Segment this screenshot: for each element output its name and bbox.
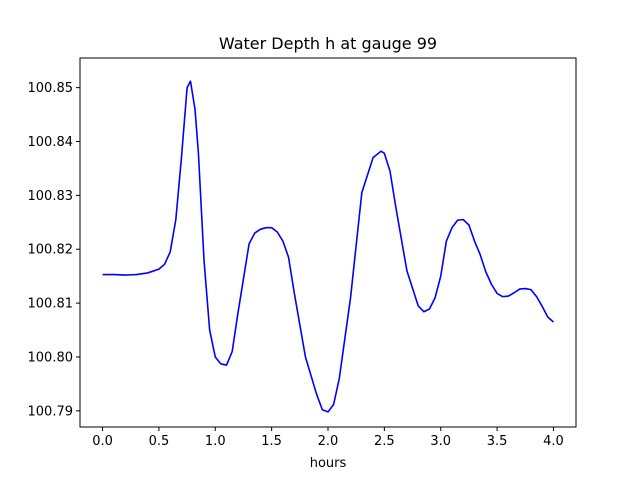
y-tick-label: 100.81 [28,297,74,312]
y-tick-label: 100.80 [28,350,74,365]
y-tick-label: 100.83 [28,189,74,204]
y-tick-label: 100.84 [28,135,74,150]
x-tick-label: 1.5 [261,434,282,449]
series-line-0 [102,80,554,413]
y-tick-label: 100.82 [28,243,74,258]
x-tick-label: 2.5 [374,434,395,449]
x-tick-label: 3.0 [430,434,451,449]
x-tick-label: 1.0 [205,434,226,449]
x-tick-label: 4.0 [543,434,564,449]
x-tick-label: 0.5 [149,434,170,449]
series-layer [102,80,554,413]
y-axis-ticks: 100.79 100.80 100.81 100.82 100.83 100.84 100.… [28,81,80,419]
x-axis-ticks: 0.0 0.5 1.0 1.5 2.0 2.5 3.0 3.5 4.0 [92,427,564,449]
y-tick-label: 100.79 [28,404,74,419]
x-tick-label: 0.0 [92,434,113,449]
y-tick-label: 100.85 [28,81,74,96]
x-tick-label: 2.0 [318,434,339,449]
x-axis-label: hours [310,456,347,471]
x-tick-label: 3.5 [487,434,508,449]
chart-title: Water Depth h at gauge 99 [219,34,437,53]
